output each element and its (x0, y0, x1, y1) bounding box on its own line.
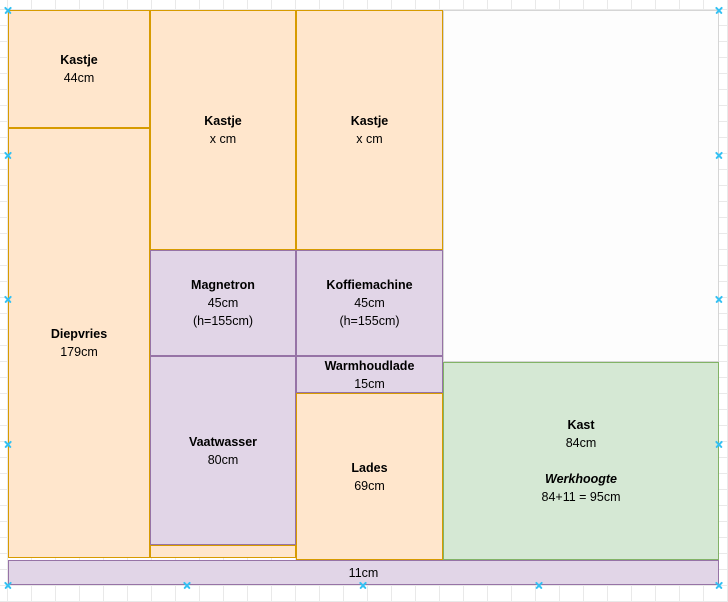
box-size: 44cm (63, 71, 95, 85)
box-lades[interactable]: Lades 69cm (296, 393, 443, 560)
box-size: 15cm (354, 376, 385, 391)
box-title: Kast (567, 418, 595, 432)
box-size: 11cm (348, 565, 379, 580)
selection-handle-icon[interactable] (716, 152, 723, 159)
box-size: 80cm (207, 452, 239, 467)
selection-handle-icon[interactable] (716, 296, 723, 303)
box-size: 69cm (354, 478, 385, 493)
box-work-height: 84+11 = 95cm (541, 490, 621, 504)
box-kastje-top-left[interactable]: Kastje 44cm (8, 10, 150, 128)
box-size: x cm (356, 132, 383, 146)
box-warmhoudlade[interactable]: Warmhoudlade 15cm (296, 356, 443, 393)
box-size: 179cm (60, 345, 98, 359)
box-kast[interactable]: Kast 84cm Werkhoogte 84+11 = 95cm (443, 362, 719, 560)
box-magnetron[interactable]: Magnetron 45cm (h=155cm) (150, 250, 296, 356)
selection-handle-icon[interactable] (5, 296, 12, 303)
selection-handle-icon[interactable] (5, 7, 12, 14)
box-title: Diepvries (50, 327, 108, 341)
selection-handle-icon[interactable] (536, 582, 543, 589)
box-empty-area[interactable] (443, 10, 719, 362)
box-size: x cm (209, 132, 237, 146)
box-title: Lades (351, 460, 388, 475)
box-koffiemachine[interactable]: Koffiemachine 45cm (h=155cm) (296, 250, 443, 356)
box-kastje-middle[interactable]: Kastje x cm (150, 10, 296, 250)
box-size: 45cm (207, 296, 239, 310)
box-title: Warmhoudlade (324, 358, 415, 373)
box-title: Kastje (204, 114, 242, 128)
box-title: Magnetron (191, 278, 255, 292)
box-filler-strip[interactable] (150, 545, 296, 558)
box-vaatwasser[interactable]: Vaatwasser 80cm (150, 356, 296, 545)
box-title: Vaatwasser (188, 434, 258, 449)
selection-handle-icon[interactable] (5, 582, 12, 589)
selection-handle-icon[interactable] (716, 7, 723, 14)
selection-handle-icon[interactable] (716, 582, 723, 589)
box-title: Koffiemachine (326, 278, 413, 292)
selection-handle-icon[interactable] (184, 582, 191, 589)
box-height-note: (h=155cm) (339, 314, 400, 328)
selection-handle-icon[interactable] (360, 582, 367, 589)
selection-handle-icon[interactable] (5, 152, 12, 159)
box-subtitle: Werkhoogte (545, 472, 617, 486)
selection-handle-icon[interactable] (5, 441, 12, 448)
selection-handle-icon[interactable] (716, 441, 723, 448)
box-size: 45cm (354, 296, 385, 310)
box-height-note: (h=155cm) (192, 314, 254, 328)
box-title: Kastje (350, 114, 389, 128)
box-diepvries[interactable]: Diepvries 179cm (8, 128, 150, 558)
box-title: Kastje (60, 53, 98, 67)
box-size: 84cm (565, 436, 597, 450)
box-kastje-right[interactable]: Kastje x cm (296, 10, 443, 250)
